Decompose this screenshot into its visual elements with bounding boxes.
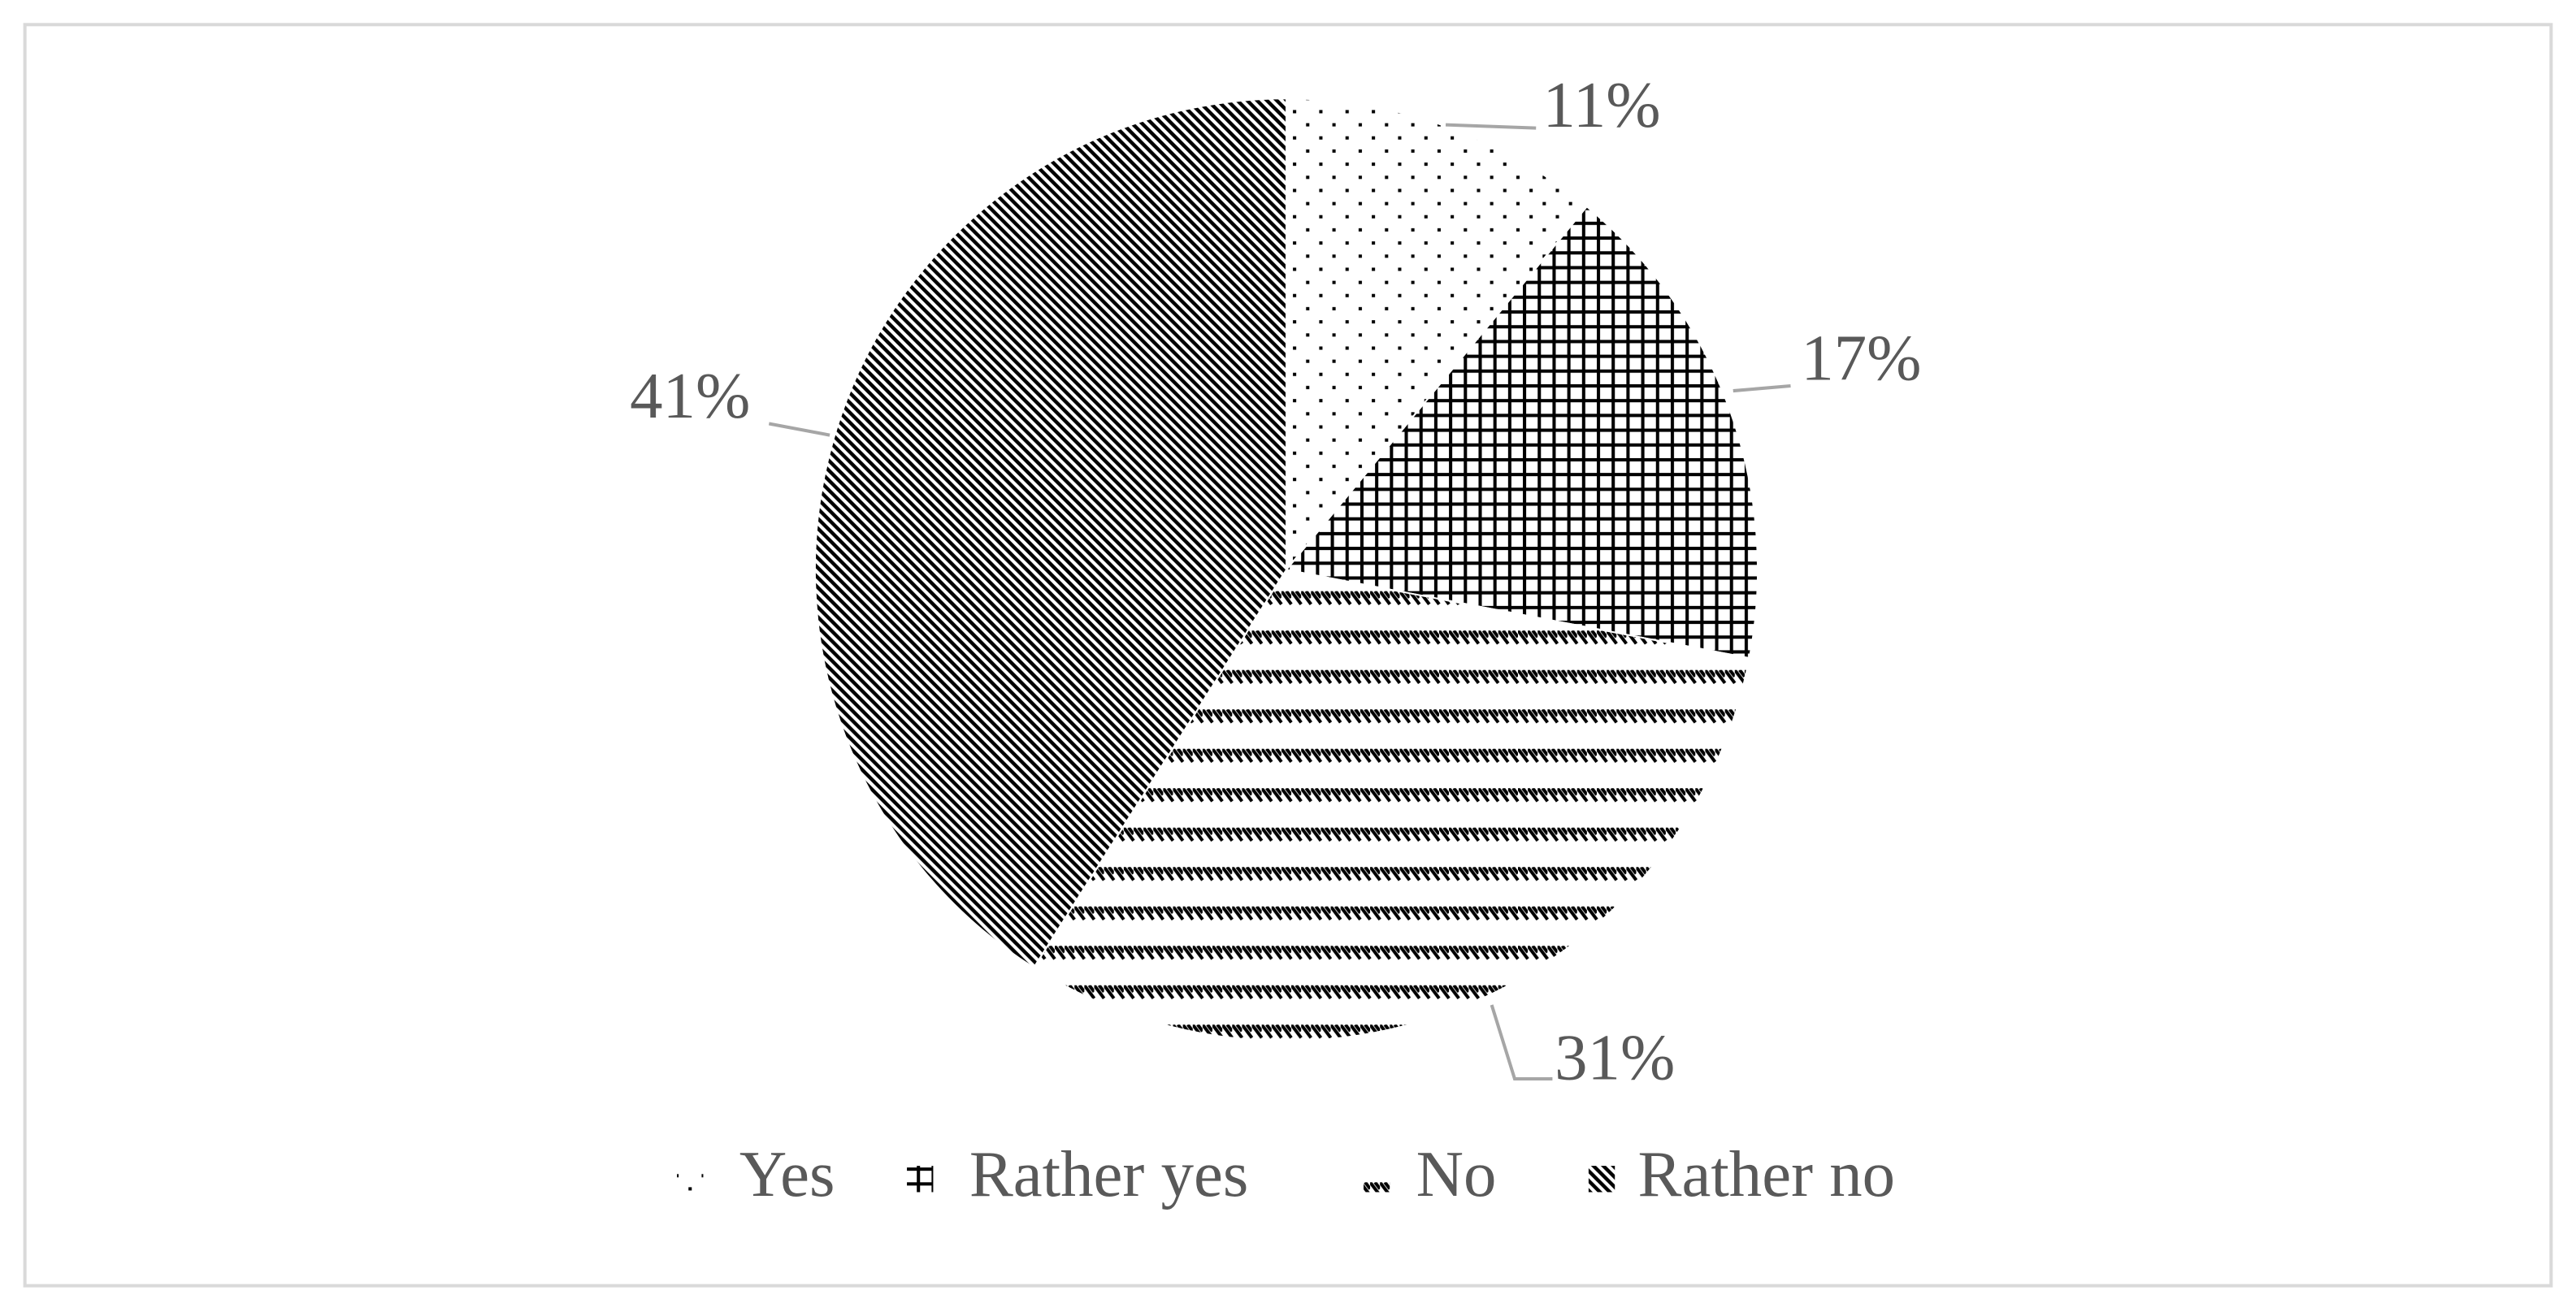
pie-slice <box>1285 205 1759 660</box>
data-label: 17% <box>1801 322 1921 394</box>
pie-slice <box>813 97 1287 969</box>
legend-swatch <box>907 1166 934 1193</box>
legend-label: Rather yes <box>969 1138 1248 1210</box>
leader-line <box>1490 1004 1553 1080</box>
pie-slice <box>1032 569 1751 1042</box>
legend-swatch <box>1363 1166 1390 1193</box>
data-label: 31% <box>1555 1021 1675 1093</box>
legend-swatch <box>677 1166 704 1193</box>
leader-line <box>768 422 830 437</box>
data-label: 41% <box>630 360 750 432</box>
legend-label: Yes <box>739 1138 835 1210</box>
legend-swatch <box>1588 1166 1615 1193</box>
legend-label: Rather no <box>1638 1138 1896 1210</box>
legend-label: No <box>1416 1138 1497 1210</box>
leader-line <box>1733 383 1791 393</box>
leader-line <box>1445 123 1537 130</box>
data-label: 11% <box>1542 69 1660 141</box>
